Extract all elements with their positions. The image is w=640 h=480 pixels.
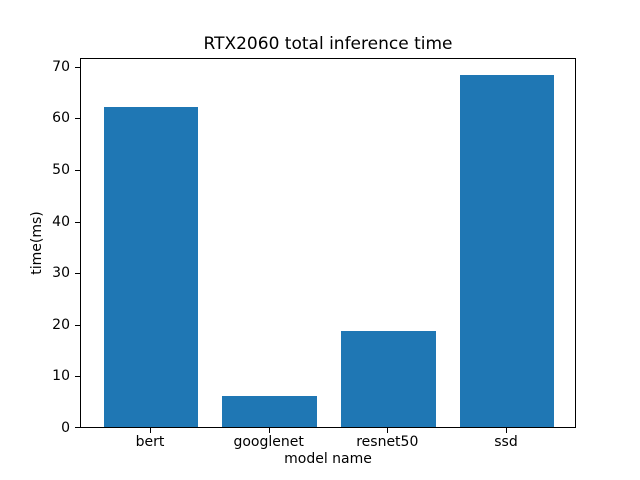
x-tick-mark [150, 428, 151, 433]
y-tick-mark [75, 221, 80, 223]
plot-area [80, 58, 576, 428]
y-tick-mark [75, 118, 80, 120]
y-tick-mark [75, 324, 80, 326]
y-tick-mark [75, 376, 80, 378]
y-tick-label-10: 10 [52, 368, 70, 385]
x-axis-label: model name [284, 451, 372, 467]
x-tick-label-bert: bert [135, 434, 165, 450]
y-tick-label-70: 70 [52, 58, 70, 75]
y-tick-label-0: 0 [61, 420, 70, 436]
x-tick-label-googlenet: googlenet [233, 434, 304, 450]
y-tick-mark [75, 273, 80, 275]
x-tick-mark [268, 428, 270, 433]
bar-bert [103, 107, 199, 427]
y-tick-label-20: 20 [52, 316, 70, 333]
chart-title: RTX2060 total inference time [203, 34, 453, 54]
bar-googlenet [222, 396, 318, 427]
x-tick-label-ssd: ssd [494, 434, 518, 450]
y-tick-mark [75, 170, 80, 171]
y-tick-label-30: 30 [52, 265, 70, 282]
y-tick-label-40: 40 [52, 213, 70, 230]
x-tick-label-resnet50: resnet50 [356, 434, 419, 450]
x-tick-mark [506, 428, 507, 433]
bar-ssd [459, 74, 555, 427]
y-tick-mark [75, 427, 80, 428]
bar-resnet50 [340, 331, 436, 427]
y-tick-mark [75, 66, 80, 68]
y-tick-label-50: 50 [52, 162, 70, 178]
y-tick-label-60: 60 [52, 110, 70, 127]
x-tick-mark [387, 428, 389, 433]
